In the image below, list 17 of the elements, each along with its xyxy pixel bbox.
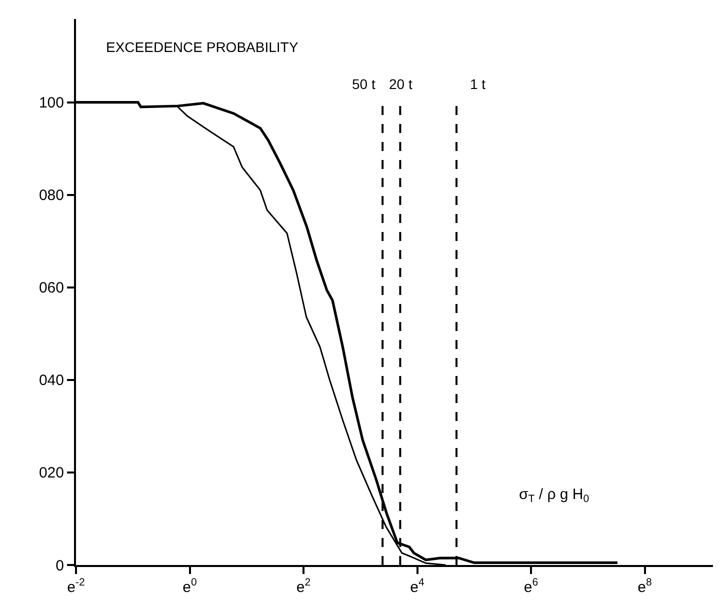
ref-line-label: 1 t bbox=[470, 76, 486, 92]
x-tick-label: e$^{8}$ bbox=[638, 576, 652, 596]
y-tick-label: 040 bbox=[38, 372, 64, 390]
x-tick-label: e$^{4}$ bbox=[410, 576, 424, 596]
x-tick-label: e$^{6}$ bbox=[524, 576, 538, 596]
x-axis-title: σ$_{T}$ / ρ g H$_{0}$ bbox=[519, 486, 590, 506]
y-tick-label: 060 bbox=[38, 280, 64, 297]
x-tick-label: e$^{0}$ bbox=[182, 576, 197, 596]
ref-line-label: 50 t bbox=[352, 76, 376, 92]
x-tick-label: e$^{-2}$ bbox=[67, 576, 85, 596]
y-axis-title: EXCEEDENCE PROBABILITY bbox=[106, 39, 299, 55]
y-tick-label: 080 bbox=[38, 187, 64, 204]
y-tick-label: 0 bbox=[56, 557, 64, 574]
ref-line-label: 20 t bbox=[389, 76, 412, 92]
y-tick-label: 020 bbox=[38, 464, 64, 482]
x-tick-label: e$^{2}$ bbox=[296, 576, 311, 596]
y-tick-label: 100 bbox=[38, 94, 64, 112]
